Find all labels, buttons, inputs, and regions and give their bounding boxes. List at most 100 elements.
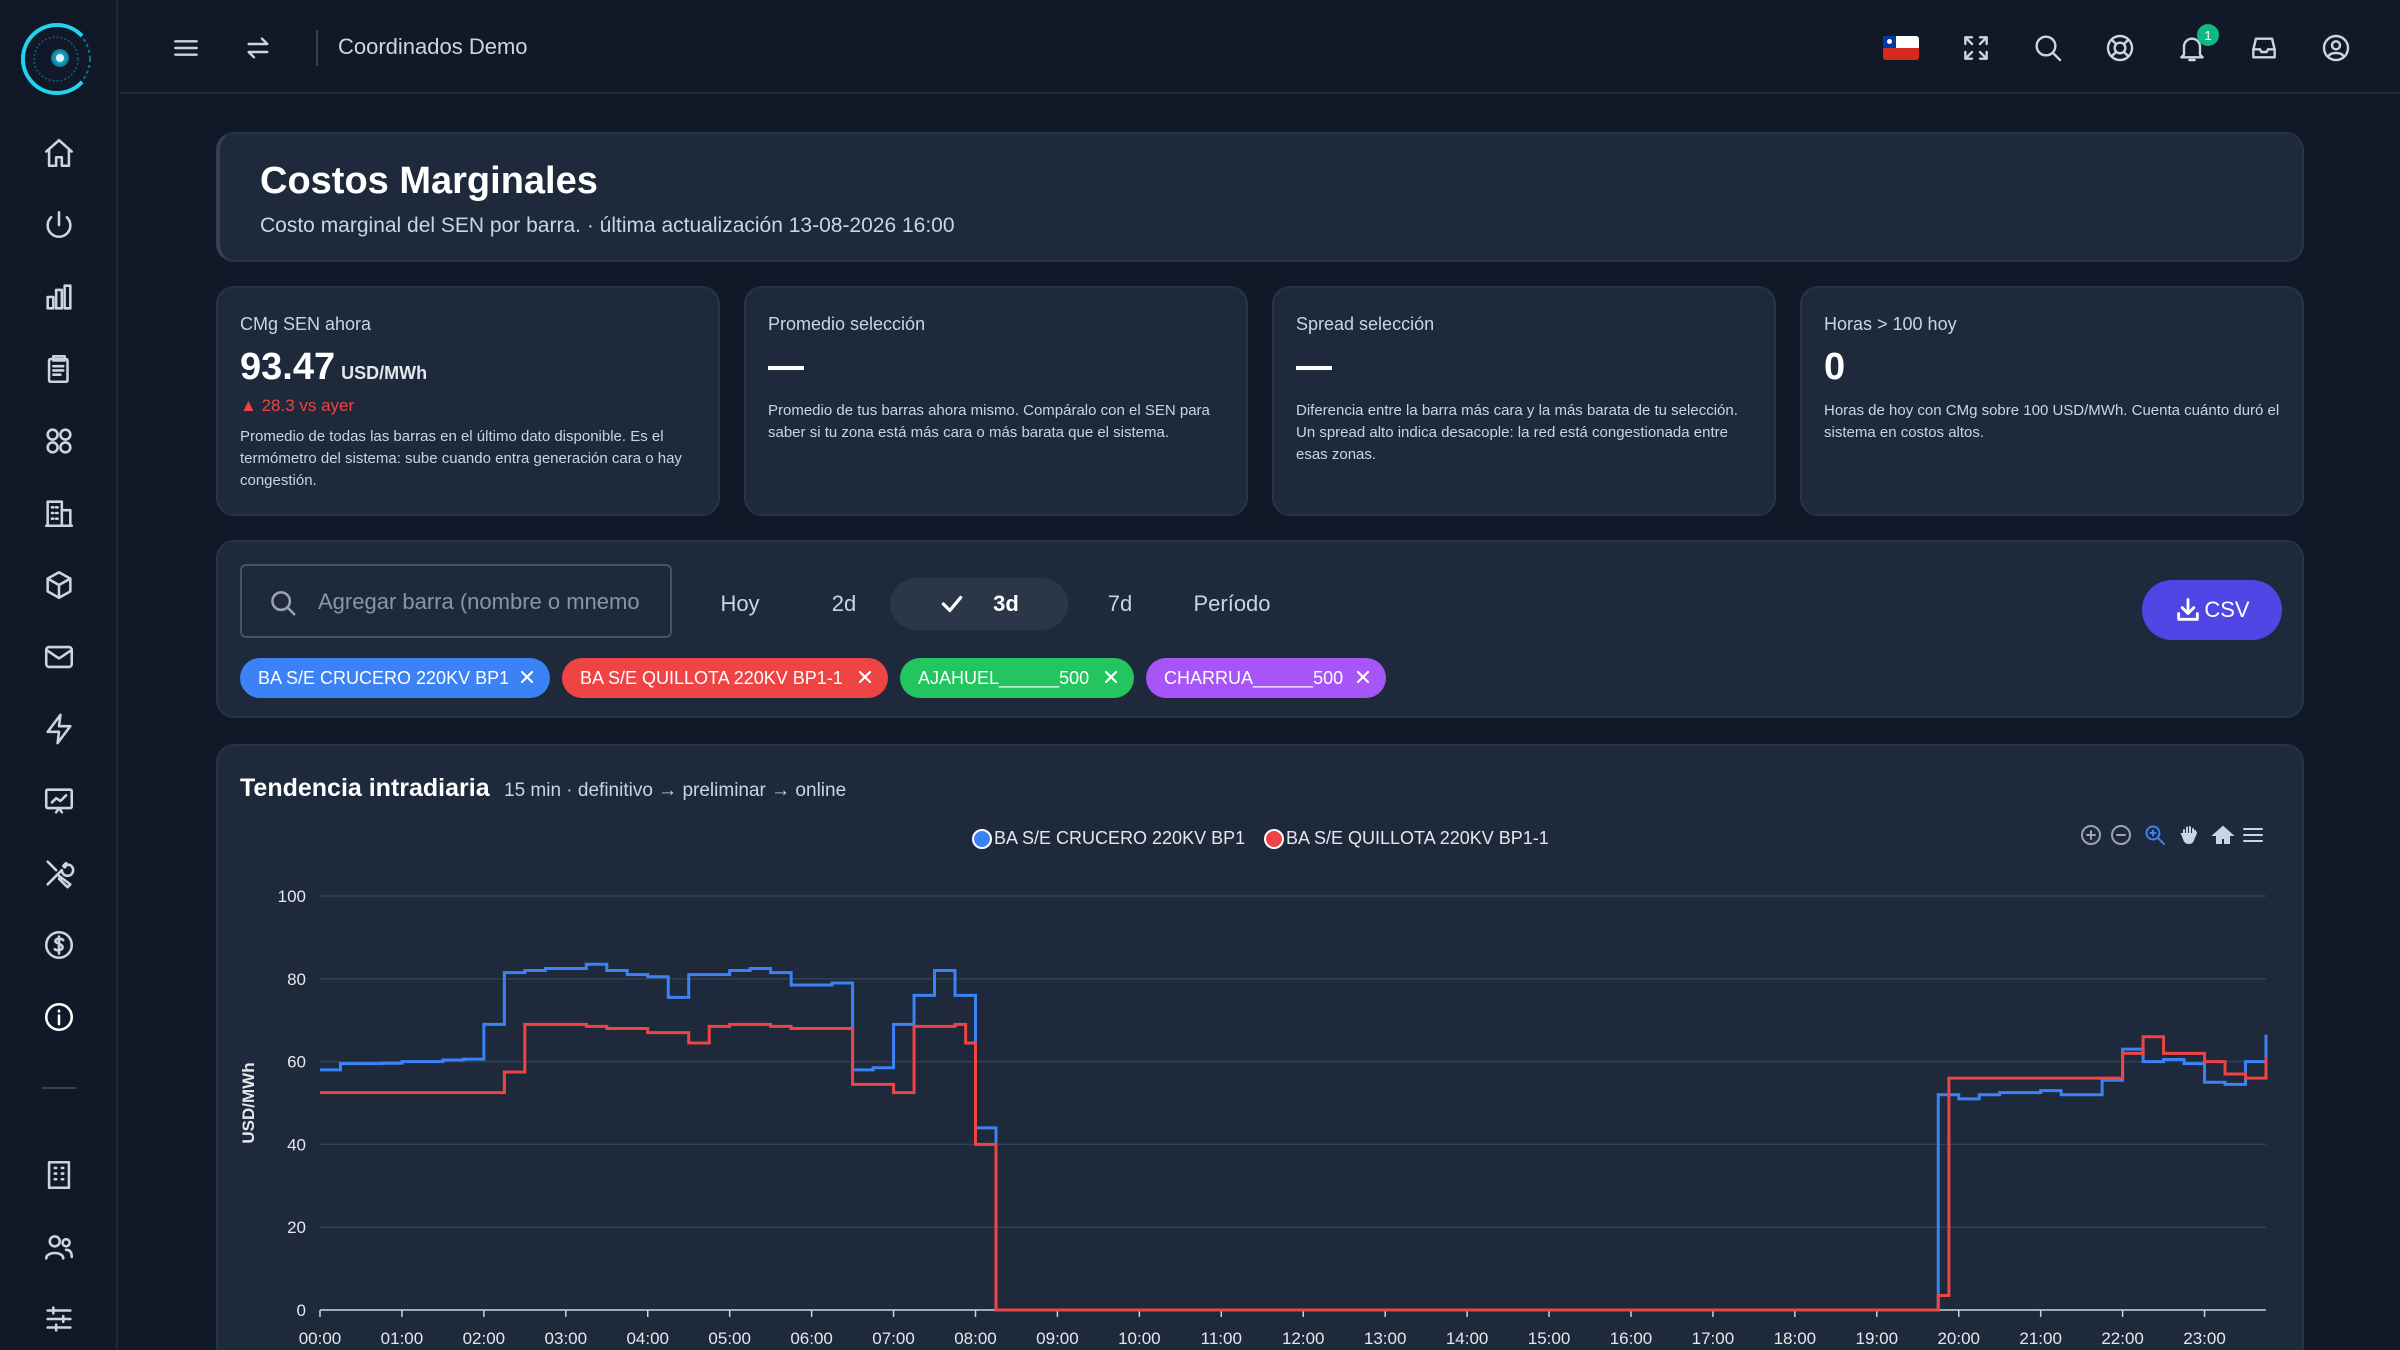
x-tick-label: 00:00	[299, 1329, 342, 1348]
intraday-chart[interactable]: 0 20 40 60 80 100 00:00 01:00 02:00 03:00 04:00 05:…	[218, 746, 2302, 1350]
range-button-hoy[interactable]: Hoy	[720, 591, 760, 616]
x-tick-label: 02:00	[463, 1329, 506, 1348]
apps-grid-icon[interactable]	[40, 422, 78, 460]
kpi-empty-value	[1296, 366, 1332, 370]
x-tick-label: 19:00	[1856, 1329, 1899, 1348]
legend-marker	[1264, 828, 1284, 849]
kpi-label: CMg SEN ahora	[240, 314, 372, 334]
presentation-chart-icon[interactable]	[40, 782, 78, 820]
kpi-card-spread-seleccion: Spread selección Diferencia entre la bar…	[1272, 286, 1776, 516]
switch-arrows-icon[interactable]	[238, 28, 278, 68]
kpi-card-cmg-sen: CMg SEN ahora 93.47 USD/MWh ▲ 28.3 vs aye…	[216, 286, 720, 516]
y-tick-label: 20	[287, 1218, 306, 1237]
x-tick-label: 11:00	[1201, 1329, 1242, 1348]
building-icon[interactable]	[40, 494, 78, 532]
header-divider	[316, 30, 318, 66]
remove-chip-icon[interactable]	[1102, 668, 1120, 686]
kpi-delta: ▲ 28.3 vs ayer	[240, 396, 355, 415]
kpi-empty-value	[768, 366, 804, 370]
kpi-description: Promedio de todas las barras en el últim…	[240, 428, 682, 489]
x-tick-label: 17:00	[1692, 1329, 1735, 1348]
x-tick-label: 09:00	[1036, 1329, 1079, 1348]
chile-flag-icon[interactable]	[1883, 36, 1919, 60]
zoom-out-icon[interactable]	[2106, 820, 2136, 850]
mail-icon[interactable]	[40, 638, 78, 676]
menu-icon[interactable]	[166, 28, 206, 68]
search-icon[interactable]	[2028, 28, 2068, 68]
office-building-icon[interactable]	[40, 1156, 78, 1194]
kpi-description: Promedio de tus barras ahora mismo. Comp…	[768, 402, 1210, 441]
range-button-3d[interactable]: 3d	[890, 578, 1068, 630]
inbox-icon[interactable]	[2244, 28, 2284, 68]
company-logo[interactable]	[18, 18, 94, 100]
legend-item-series-1[interactable]: BA S/E CRUCERO 220KV BP1	[972, 828, 1245, 849]
range-button-periodo[interactable]: Período	[1193, 591, 1271, 616]
add-bar-search-input[interactable]	[318, 584, 658, 620]
series-line-1	[320, 962, 2268, 1312]
kpi-label: Promedio selección	[768, 314, 926, 334]
x-tick-label: 10:00	[1118, 1329, 1161, 1348]
x-tick-label: 03:00	[545, 1329, 588, 1348]
selected-bar-chip: CHARRUA______500	[1146, 658, 1386, 698]
y-tick-label: 100	[278, 887, 306, 906]
kpi-description: Horas de hoy con CMg sobre 100 USD/MWh. …	[1824, 402, 2280, 441]
notification-count-badge: 1	[2197, 24, 2219, 46]
dollar-icon[interactable]	[40, 926, 78, 964]
zoom-in-icon[interactable]	[2076, 820, 2106, 850]
page-header-card: Costos Marginales Costo marginal del SEN…	[216, 132, 2304, 262]
x-tick-label: 20:00	[1937, 1329, 1980, 1348]
check-icon	[941, 595, 963, 613]
bolt-icon[interactable]	[40, 710, 78, 748]
selection-zoom-icon[interactable]	[2140, 820, 2170, 850]
home-icon[interactable]	[40, 134, 78, 172]
lifebuoy-icon[interactable]	[2100, 28, 2140, 68]
x-tick-label: 21:00	[2019, 1329, 2062, 1348]
sidebar	[0, 0, 118, 1350]
kpi-value: 93.47 USD/MWh	[240, 346, 428, 388]
x-tick-label: 16:00	[1610, 1329, 1653, 1348]
y-axis-title: USD/MWh	[239, 1062, 258, 1143]
chart-subtitle: 15 min · definitivo → preliminar → onlin…	[504, 780, 847, 801]
legend-item-series-2[interactable]: BA S/E QUILLOTA 220KV BP1-1	[1264, 828, 1549, 849]
series-line-2	[320, 1022, 2268, 1312]
x-tick-label: 06:00	[790, 1329, 833, 1348]
pan-hand-icon[interactable]	[2174, 820, 2204, 850]
x-tick-label: 01:00	[381, 1329, 424, 1348]
page-subtitle: Costo marginal del SEN por barra. · últi…	[260, 214, 955, 237]
y-tick-label: 0	[297, 1301, 306, 1320]
x-tick-label: 18:00	[1774, 1329, 1817, 1348]
reset-home-icon[interactable]	[2208, 820, 2238, 850]
bar-chart-icon[interactable]	[40, 278, 78, 316]
range-button-7d[interactable]: 7d	[1107, 591, 1133, 616]
info-icon[interactable]	[40, 998, 78, 1036]
clipboard-icon[interactable]	[40, 350, 78, 388]
kpi-unit: USD/MWh	[341, 363, 428, 383]
download-icon	[2177, 598, 2200, 621]
user-profile-icon[interactable]	[2316, 28, 2356, 68]
kpi-card-horas-sobre-100: Horas > 100 hoy 0 Horas de hoy con CMg s…	[1800, 286, 2304, 516]
cube-icon[interactable]	[40, 566, 78, 604]
fullscreen-icon[interactable]	[1956, 28, 1996, 68]
x-tick-label: 08:00	[954, 1329, 997, 1348]
remove-chip-icon[interactable]	[1354, 668, 1372, 686]
users-icon[interactable]	[40, 1228, 78, 1266]
notifications-bell-icon[interactable]: 1	[2172, 24, 2219, 68]
filter-card: Hoy 2d 3d 7d Período CSV BA S/E CRUCERO …	[216, 540, 2304, 718]
selected-bar-chip: BA S/E CRUCERO 220KV BP1	[240, 658, 550, 698]
page-title: Costos Marginales	[260, 160, 598, 202]
tools-icon[interactable]	[40, 854, 78, 892]
range-button-2d[interactable]: 2d	[831, 591, 857, 616]
power-icon[interactable]	[40, 206, 78, 244]
app-title: Coordinados Demo	[338, 34, 528, 59]
x-tick-label: 12:00	[1282, 1329, 1325, 1348]
top-header: Coordinados Demo 1	[120, 0, 2400, 94]
remove-chip-icon[interactable]	[518, 668, 536, 686]
x-tick-label: 04:00	[626, 1329, 669, 1348]
chart-menu-icon[interactable]	[2238, 820, 2268, 850]
remove-chip-icon[interactable]	[856, 668, 874, 686]
y-tick-label: 40	[287, 1135, 306, 1154]
sliders-icon[interactable]	[40, 1300, 78, 1338]
selected-bar-chip: AJAHUEL______500	[900, 658, 1134, 698]
legend-marker	[972, 828, 992, 849]
download-csv-button[interactable]: CSV	[2142, 580, 2282, 640]
